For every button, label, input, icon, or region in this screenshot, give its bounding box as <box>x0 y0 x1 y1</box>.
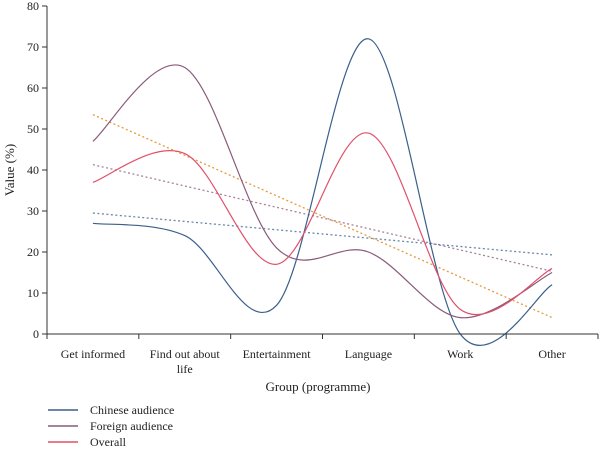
trendline-foreign-audience <box>92 164 553 272</box>
legend-label-chinese-audience: Chinese audience <box>90 403 174 417</box>
x-tick-label-line: life <box>177 362 193 376</box>
y-axis: 0 10 20 30 40 50 60 70 80 <box>27 0 48 341</box>
y-tick-label: 50 <box>27 122 39 136</box>
y-tick-label: 40 <box>27 163 39 177</box>
x-tick-label-line: Other <box>538 347 565 361</box>
x-tick-label-line: Entertainment <box>243 347 312 361</box>
x-tick-label-line: Work <box>447 347 473 361</box>
y-tick-label: 10 <box>27 286 39 300</box>
legend-label-foreign-audience: Foreign audience <box>90 419 173 433</box>
x-tick-label: Find out about life <box>150 347 221 376</box>
plot-area <box>92 38 553 346</box>
y-axis-title: Value (%) <box>2 144 17 196</box>
y-tick-label: 70 <box>27 40 39 54</box>
x-axis: Get informed Find out about life Entertainm… <box>46 333 599 376</box>
series-line-foreign-audience <box>92 64 553 319</box>
y-tick-label: 0 <box>33 327 39 341</box>
y-tick-label: 60 <box>27 81 39 95</box>
series-line-chinese-audience <box>92 38 553 346</box>
x-tick-label: Other <box>538 347 565 361</box>
y-tick-label: 20 <box>27 245 39 259</box>
legend-label-overall: Overall <box>90 435 127 449</box>
y-tick-label: 30 <box>27 204 39 218</box>
x-tick-label: Get informed <box>61 347 125 361</box>
y-tick-label: 80 <box>27 0 39 13</box>
trendline-chinese-audience <box>92 212 553 256</box>
x-tick-label-line: Find out about <box>150 347 221 361</box>
x-tick-label: Language <box>345 347 392 361</box>
legend: Chinese audience Foreign audience Overall <box>48 403 174 449</box>
trendline-overall <box>92 114 553 319</box>
x-tick-label: Work <box>447 347 473 361</box>
x-tick-label: Entertainment <box>243 347 312 361</box>
series-line-overall <box>92 132 553 316</box>
x-axis-title: Group (programme) <box>265 379 370 394</box>
x-tick-label-line: Get informed <box>61 347 125 361</box>
x-tick-label-line: Language <box>345 347 392 361</box>
